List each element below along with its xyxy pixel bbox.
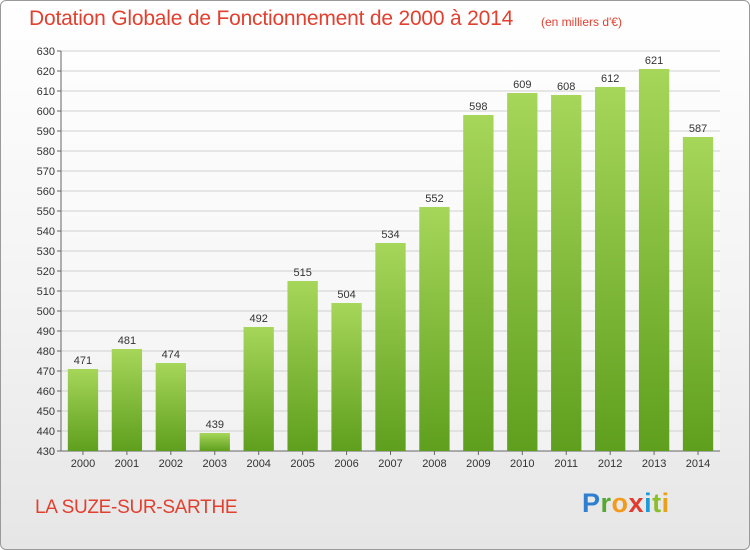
y-tick-label: 610 xyxy=(37,86,55,98)
bar-value-label: 609 xyxy=(513,79,531,91)
bar-value-label: 534 xyxy=(381,229,399,241)
x-tick-label: 2002 xyxy=(159,458,183,470)
bar xyxy=(243,327,274,451)
x-tick-label: 2009 xyxy=(466,458,490,470)
y-tick-label: 460 xyxy=(37,386,55,398)
bar xyxy=(111,349,143,451)
y-tick-label: 620 xyxy=(37,66,55,78)
y-tick-label: 600 xyxy=(37,106,55,118)
y-tick-label: 630 xyxy=(37,46,55,58)
bar xyxy=(375,243,406,451)
bar xyxy=(419,207,450,451)
y-tick-label: 550 xyxy=(37,206,55,218)
bar-value-label: 471 xyxy=(74,355,92,367)
chart-title: Dotation Globale de Fonctionnement de 20… xyxy=(29,7,514,30)
bar-value-label: 552 xyxy=(425,193,443,205)
bar-value-label: 621 xyxy=(645,55,663,67)
bar-value-label: 608 xyxy=(557,81,575,93)
x-tick-label: 2008 xyxy=(422,458,446,470)
y-tick-label: 580 xyxy=(37,146,55,158)
x-tick-label: 2006 xyxy=(334,458,358,470)
bar xyxy=(595,87,626,451)
bar-value-label: 612 xyxy=(601,73,619,85)
commune-name: LA SUZE-SUR-SARTHE xyxy=(35,497,238,518)
y-tick-label: 500 xyxy=(37,306,55,318)
x-tick-label: 2013 xyxy=(642,458,666,470)
unit-note: (en milliers d'€) xyxy=(541,15,622,29)
bar-value-label: 598 xyxy=(469,101,487,113)
bar xyxy=(682,137,714,451)
bar-value-label: 481 xyxy=(118,335,136,347)
x-tick-label: 2001 xyxy=(115,458,139,470)
y-tick-label: 560 xyxy=(37,186,55,198)
y-tick-label: 520 xyxy=(37,266,55,278)
bar-value-label: 492 xyxy=(250,313,268,325)
x-tick-label: 2012 xyxy=(598,458,622,470)
proxiti-logo[interactable]: Proxiti xyxy=(582,488,670,518)
bar xyxy=(287,281,318,451)
y-tick-label: 530 xyxy=(37,246,55,258)
bar xyxy=(331,303,362,451)
y-tick-label: 490 xyxy=(37,326,55,338)
bar-value-label: 587 xyxy=(689,123,707,135)
bar xyxy=(507,93,538,451)
y-tick-label: 540 xyxy=(37,226,55,238)
bar-value-label: 515 xyxy=(293,267,311,279)
bar xyxy=(199,433,230,451)
bar xyxy=(463,115,494,451)
bar xyxy=(155,363,186,451)
x-tick-label: 2007 xyxy=(378,458,402,470)
x-tick-label: 2004 xyxy=(246,458,270,470)
x-tick-label: 2005 xyxy=(290,458,314,470)
bar-value-label: 474 xyxy=(162,349,180,361)
bar-value-label: 504 xyxy=(337,289,355,301)
x-tick-label: 2014 xyxy=(686,458,710,470)
x-tick-label: 2010 xyxy=(510,458,534,470)
y-tick-label: 510 xyxy=(37,286,55,298)
x-tick-label: 2003 xyxy=(203,458,227,470)
y-tick-label: 570 xyxy=(37,166,55,178)
y-tick-label: 450 xyxy=(37,406,55,418)
y-tick-label: 480 xyxy=(37,346,55,358)
bar xyxy=(551,95,582,451)
y-tick-label: 590 xyxy=(37,126,55,138)
y-tick-label: 430 xyxy=(37,446,55,458)
x-tick-label: 2011 xyxy=(554,458,578,470)
bar xyxy=(67,369,99,451)
bar xyxy=(638,69,670,451)
x-tick-label: 2000 xyxy=(71,458,95,470)
y-tick-label: 470 xyxy=(37,366,55,378)
y-tick-label: 440 xyxy=(37,426,55,438)
bar-value-label: 439 xyxy=(206,419,224,431)
